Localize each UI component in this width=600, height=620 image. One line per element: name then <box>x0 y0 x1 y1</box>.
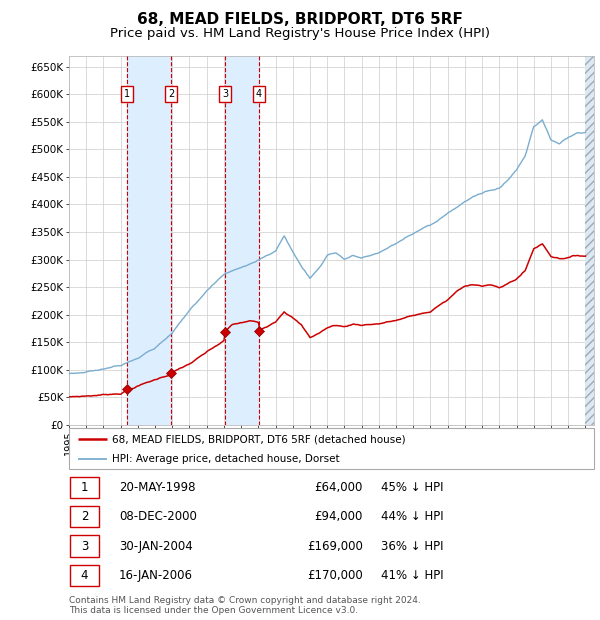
Text: 4: 4 <box>256 89 262 99</box>
Text: 2: 2 <box>168 89 174 99</box>
Bar <box>586 56 594 425</box>
Text: 1: 1 <box>81 480 88 494</box>
Text: 3: 3 <box>81 539 88 552</box>
Text: 68, MEAD FIELDS, BRIDPORT, DT6 5RF (detached house): 68, MEAD FIELDS, BRIDPORT, DT6 5RF (deta… <box>112 434 406 444</box>
Text: 08-DEC-2000: 08-DEC-2000 <box>119 510 197 523</box>
Bar <box>225 56 259 425</box>
Text: Price paid vs. HM Land Registry's House Price Index (HPI): Price paid vs. HM Land Registry's House … <box>110 27 490 40</box>
Text: £169,000: £169,000 <box>307 539 363 552</box>
Text: 16-JAN-2006: 16-JAN-2006 <box>119 569 193 582</box>
Bar <box>127 56 171 425</box>
Text: 44% ↓ HPI: 44% ↓ HPI <box>382 510 444 523</box>
Text: 30-JAN-2004: 30-JAN-2004 <box>119 539 193 552</box>
FancyBboxPatch shape <box>70 536 99 557</box>
FancyBboxPatch shape <box>70 565 99 586</box>
Text: 1: 1 <box>124 89 130 99</box>
Text: £64,000: £64,000 <box>314 480 363 494</box>
Text: Contains HM Land Registry data © Crown copyright and database right 2024.
This d: Contains HM Land Registry data © Crown c… <box>69 596 421 615</box>
Text: £170,000: £170,000 <box>307 569 363 582</box>
FancyBboxPatch shape <box>70 477 99 498</box>
Text: 45% ↓ HPI: 45% ↓ HPI <box>382 480 444 494</box>
Text: 4: 4 <box>81 569 88 582</box>
Text: 3: 3 <box>222 89 229 99</box>
FancyBboxPatch shape <box>70 506 99 527</box>
Text: 20-MAY-1998: 20-MAY-1998 <box>119 480 196 494</box>
Text: 2: 2 <box>81 510 88 523</box>
Text: HPI: Average price, detached house, Dorset: HPI: Average price, detached house, Dors… <box>112 454 340 464</box>
Text: £94,000: £94,000 <box>314 510 363 523</box>
Text: 68, MEAD FIELDS, BRIDPORT, DT6 5RF: 68, MEAD FIELDS, BRIDPORT, DT6 5RF <box>137 12 463 27</box>
Text: 41% ↓ HPI: 41% ↓ HPI <box>382 569 444 582</box>
Text: 36% ↓ HPI: 36% ↓ HPI <box>382 539 444 552</box>
